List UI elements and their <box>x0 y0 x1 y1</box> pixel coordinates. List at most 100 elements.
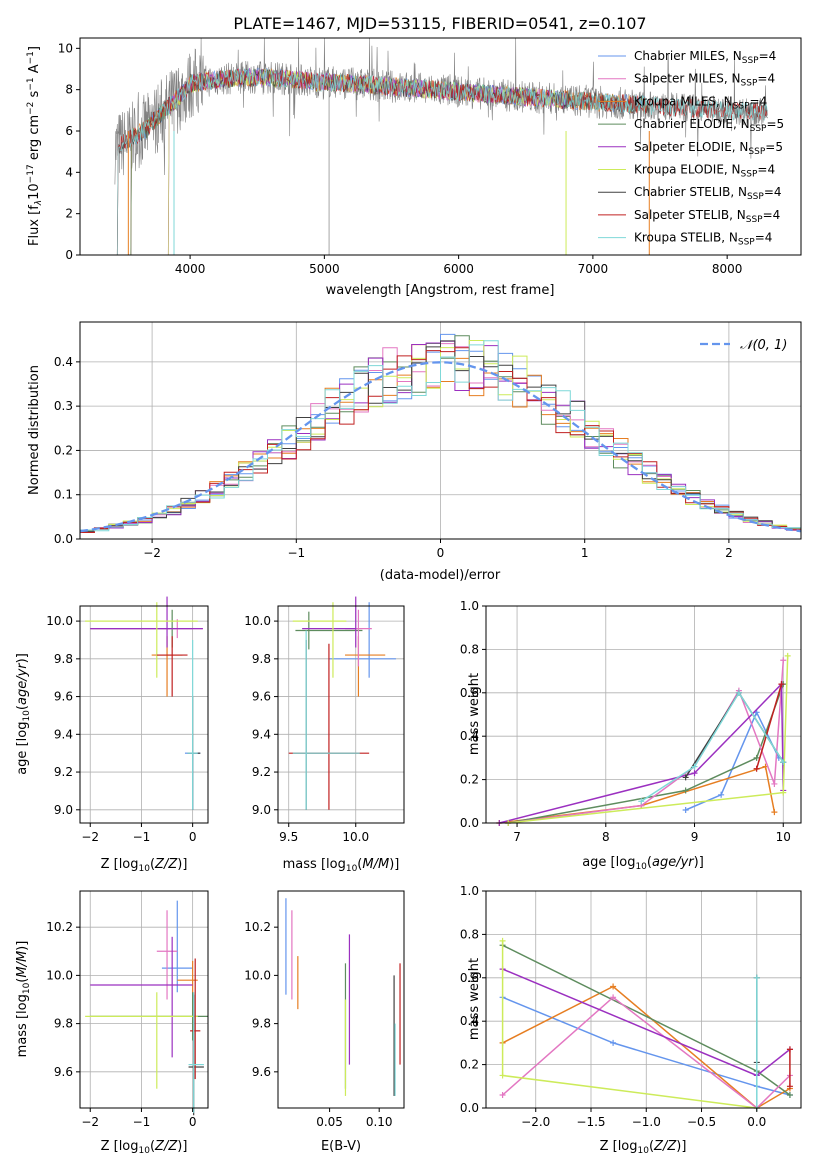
data-point <box>786 1046 793 1053</box>
x-tick-label: 1 <box>581 546 589 560</box>
data-point <box>718 791 725 798</box>
data-point <box>780 759 787 766</box>
y-tick-label: 9.8 <box>252 652 271 666</box>
y-tick-label: 0.1 <box>54 488 73 502</box>
normal-curve <box>79 361 802 533</box>
x-tick-label: 0 <box>189 830 197 844</box>
data-point <box>786 1083 793 1090</box>
data-point <box>691 770 698 777</box>
legend-label: Chabrier MILES, NSSP=4 <box>634 49 776 66</box>
y-tick-label: 9.4 <box>54 727 73 741</box>
mass_z-marks <box>85 900 208 1116</box>
mass_z-panel: −2 −1 0 9.6 9.8 10.0 10.2 Z [log10(Z/Z)] mass [l… <box>15 890 209 1156</box>
histogram-x-label: (data-model)/error <box>380 568 501 583</box>
y-tick-label: 9.0 <box>252 803 271 817</box>
mw_z-marks <box>499 937 793 1111</box>
model-spectrum <box>128 67 649 256</box>
legend-label: Salpeter ELODIE, NSSP=5 <box>634 140 783 157</box>
y-tick-label: 0.2 <box>460 773 479 787</box>
axis-label: Z [log10(Z/Z)] <box>101 857 188 874</box>
y-tick-label: 0.0 <box>460 816 479 830</box>
x-tick-label: 0 <box>437 546 445 560</box>
y-tick-label: 10.0 <box>244 968 271 982</box>
spectrum-lines <box>114 37 768 256</box>
data-point <box>778 681 785 688</box>
y-tick-label: 4 <box>65 165 73 179</box>
data-point <box>780 789 787 796</box>
y-tick-label: 0.4 <box>460 1014 479 1028</box>
y-tick-label: 9.0 <box>54 803 73 817</box>
x-tick-label: −2 <box>81 830 99 844</box>
axis-label: Z [log10(Z/Z)] <box>101 1139 188 1156</box>
legend-label: Chabrier STELIB, NSSP=4 <box>634 185 782 202</box>
x-tick-label: −1.5 <box>576 1115 605 1129</box>
data-point <box>691 763 698 770</box>
y-tick-label: 0.2 <box>54 443 73 457</box>
data-point <box>682 787 689 794</box>
data-point <box>610 994 617 1001</box>
x-tick-label: 5000 <box>309 262 340 276</box>
panel-frame <box>79 605 209 824</box>
data-point <box>753 765 760 772</box>
data-point <box>753 754 760 761</box>
data-point <box>771 809 778 816</box>
y-tick-label: 8 <box>65 83 73 97</box>
panel-frame <box>79 890 209 1109</box>
y-tick-label: 9.2 <box>252 765 271 779</box>
histogram-x-ticks: −2 −1 0 1 2 <box>143 539 733 560</box>
y-tick-label: 0.4 <box>54 355 73 369</box>
histogram-y-label: Normed distribution <box>27 365 42 495</box>
mass-weight-line <box>685 710 780 811</box>
mass_ebv-marks <box>285 898 401 1096</box>
axis-label: mass [log10(M/M)] <box>15 941 32 1058</box>
mass-weight-line <box>502 996 791 1109</box>
y-tick-label: 0.0 <box>54 532 73 546</box>
y-tick-label: 10.0 <box>46 968 73 982</box>
x-tick-label: −2.0 <box>521 1115 550 1129</box>
histogram-grid <box>80 322 801 540</box>
mass-weight-line <box>499 682 785 824</box>
data-point <box>610 983 617 990</box>
x-tick-label: 0 <box>189 1115 197 1129</box>
mass-weight-line <box>640 691 784 802</box>
model-spectrum <box>114 68 768 256</box>
y-tick-label: 2 <box>65 207 73 221</box>
data-point <box>771 780 778 787</box>
x-tick-label: 0.0 <box>747 1115 766 1129</box>
panel-frame <box>277 605 405 824</box>
x-tick-label: −0.5 <box>687 1115 716 1129</box>
age_z-marks <box>85 596 203 810</box>
residual-histogram <box>80 340 801 532</box>
residual-histogram-panel: −2 −1 0 1 2 0.0 0.1 0.2 0.3 0.4 (data-model)/err… <box>27 321 802 583</box>
x-tick-label: 8 <box>602 830 610 844</box>
legend-normal-label: 𝒩(0, 1) <box>740 338 787 353</box>
axis-label: mass [log10(M/M)] <box>283 857 400 874</box>
age_z-panel: −2 −1 0 9.0 9.2 9.4 9.6 9.8 10.0 Z [log10(Z/Z)] ag… <box>15 596 209 874</box>
model-spectrum <box>114 68 768 256</box>
y-tick-label: 10 <box>58 41 73 55</box>
histogram-legend: 𝒩(0, 1) <box>700 338 787 353</box>
mass-weight-line <box>755 683 783 770</box>
x-tick-label: 7000 <box>578 262 609 276</box>
axis-label: mass weight <box>467 958 482 1040</box>
x-tick-label: 2 <box>725 546 733 560</box>
x-tick-label: 9 <box>691 830 699 844</box>
y-tick-label: 9.2 <box>54 765 73 779</box>
data-point <box>735 689 742 696</box>
data-point <box>610 1039 617 1046</box>
panel-frame <box>485 890 802 1109</box>
legend-label: Salpeter MILES, NSSP=4 <box>634 72 775 89</box>
x-tick-label: 7 <box>513 830 521 844</box>
panel-frame <box>485 605 802 824</box>
axis-label: mass weight <box>467 673 482 755</box>
y-tick-label: 9.6 <box>252 1065 271 1079</box>
y-tick-label: 10.2 <box>46 920 73 934</box>
y-tick-label: 0.6 <box>460 686 479 700</box>
x-tick-label: 10 <box>776 830 791 844</box>
mass-weight-line <box>502 985 791 1109</box>
y-tick-label: 0.8 <box>460 642 479 656</box>
data-point <box>682 774 689 781</box>
y-tick-label: 1.0 <box>460 599 479 613</box>
x-tick-label: 0.10 <box>366 1115 393 1129</box>
y-tick-label: 6 <box>65 124 73 138</box>
